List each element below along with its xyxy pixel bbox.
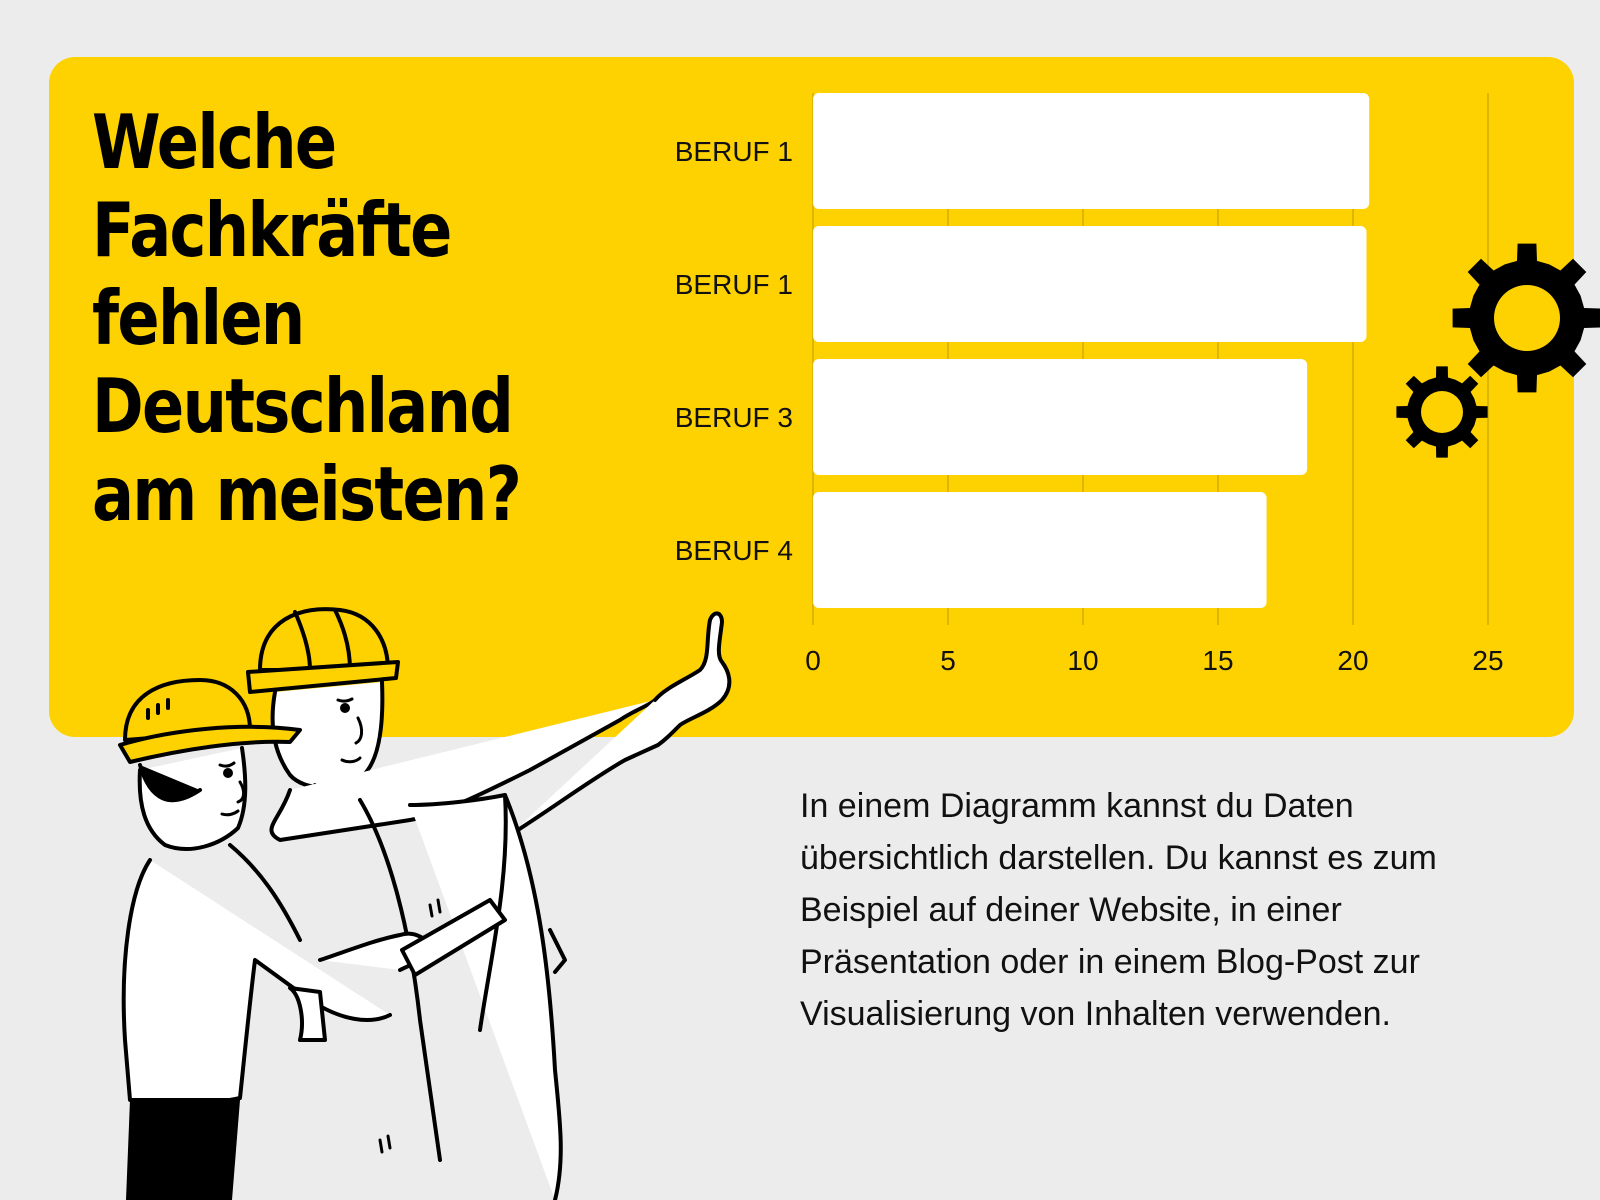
tick-labels: 0 5 10 15 20 25 <box>805 645 1503 676</box>
headline-line: Welche <box>92 98 337 186</box>
x-tick-label: 25 <box>1472 645 1503 676</box>
bars <box>813 93 1370 608</box>
bar <box>813 93 1370 209</box>
headline-line: Deutschland <box>92 362 514 450</box>
bar <box>813 492 1267 608</box>
category-labels: BERUF 1 BERUF 1 BERUF 3 BERUF 4 <box>675 136 793 566</box>
headline-line: fehlen <box>92 274 305 362</box>
bar <box>813 226 1367 342</box>
x-tick-label: 0 <box>805 645 821 676</box>
category-label: BERUF 1 <box>675 269 793 300</box>
bar-chart: BERUF 1 BERUF 1 BERUF 3 BERUF 4 0 5 10 15 20 25 <box>675 93 1504 676</box>
x-tick-label: 20 <box>1337 645 1368 676</box>
bar <box>813 359 1308 475</box>
gear-icon <box>1452 243 1600 393</box>
x-tick-label: 10 <box>1067 645 1098 676</box>
headline-line: Fachkräfte <box>92 186 452 274</box>
headline: Welche Fachkräfte fehlen Deutschland am … <box>92 98 524 538</box>
body-text: In einem Diagramm kannst du Daten übersi… <box>800 787 1437 1033</box>
gear-icon <box>1396 366 1488 458</box>
man-figure <box>246 607 732 1200</box>
x-tick-label: 5 <box>940 645 956 676</box>
x-tick-label: 15 <box>1202 645 1233 676</box>
workers-illustration <box>118 607 732 1200</box>
headline-line: am meisten? <box>92 450 522 538</box>
category-label: BERUF 3 <box>675 402 793 433</box>
gears-illustration <box>1396 243 1600 458</box>
woman-figure <box>118 678 507 1200</box>
category-label: BERUF 4 <box>675 535 793 566</box>
category-label: BERUF 1 <box>675 136 793 167</box>
